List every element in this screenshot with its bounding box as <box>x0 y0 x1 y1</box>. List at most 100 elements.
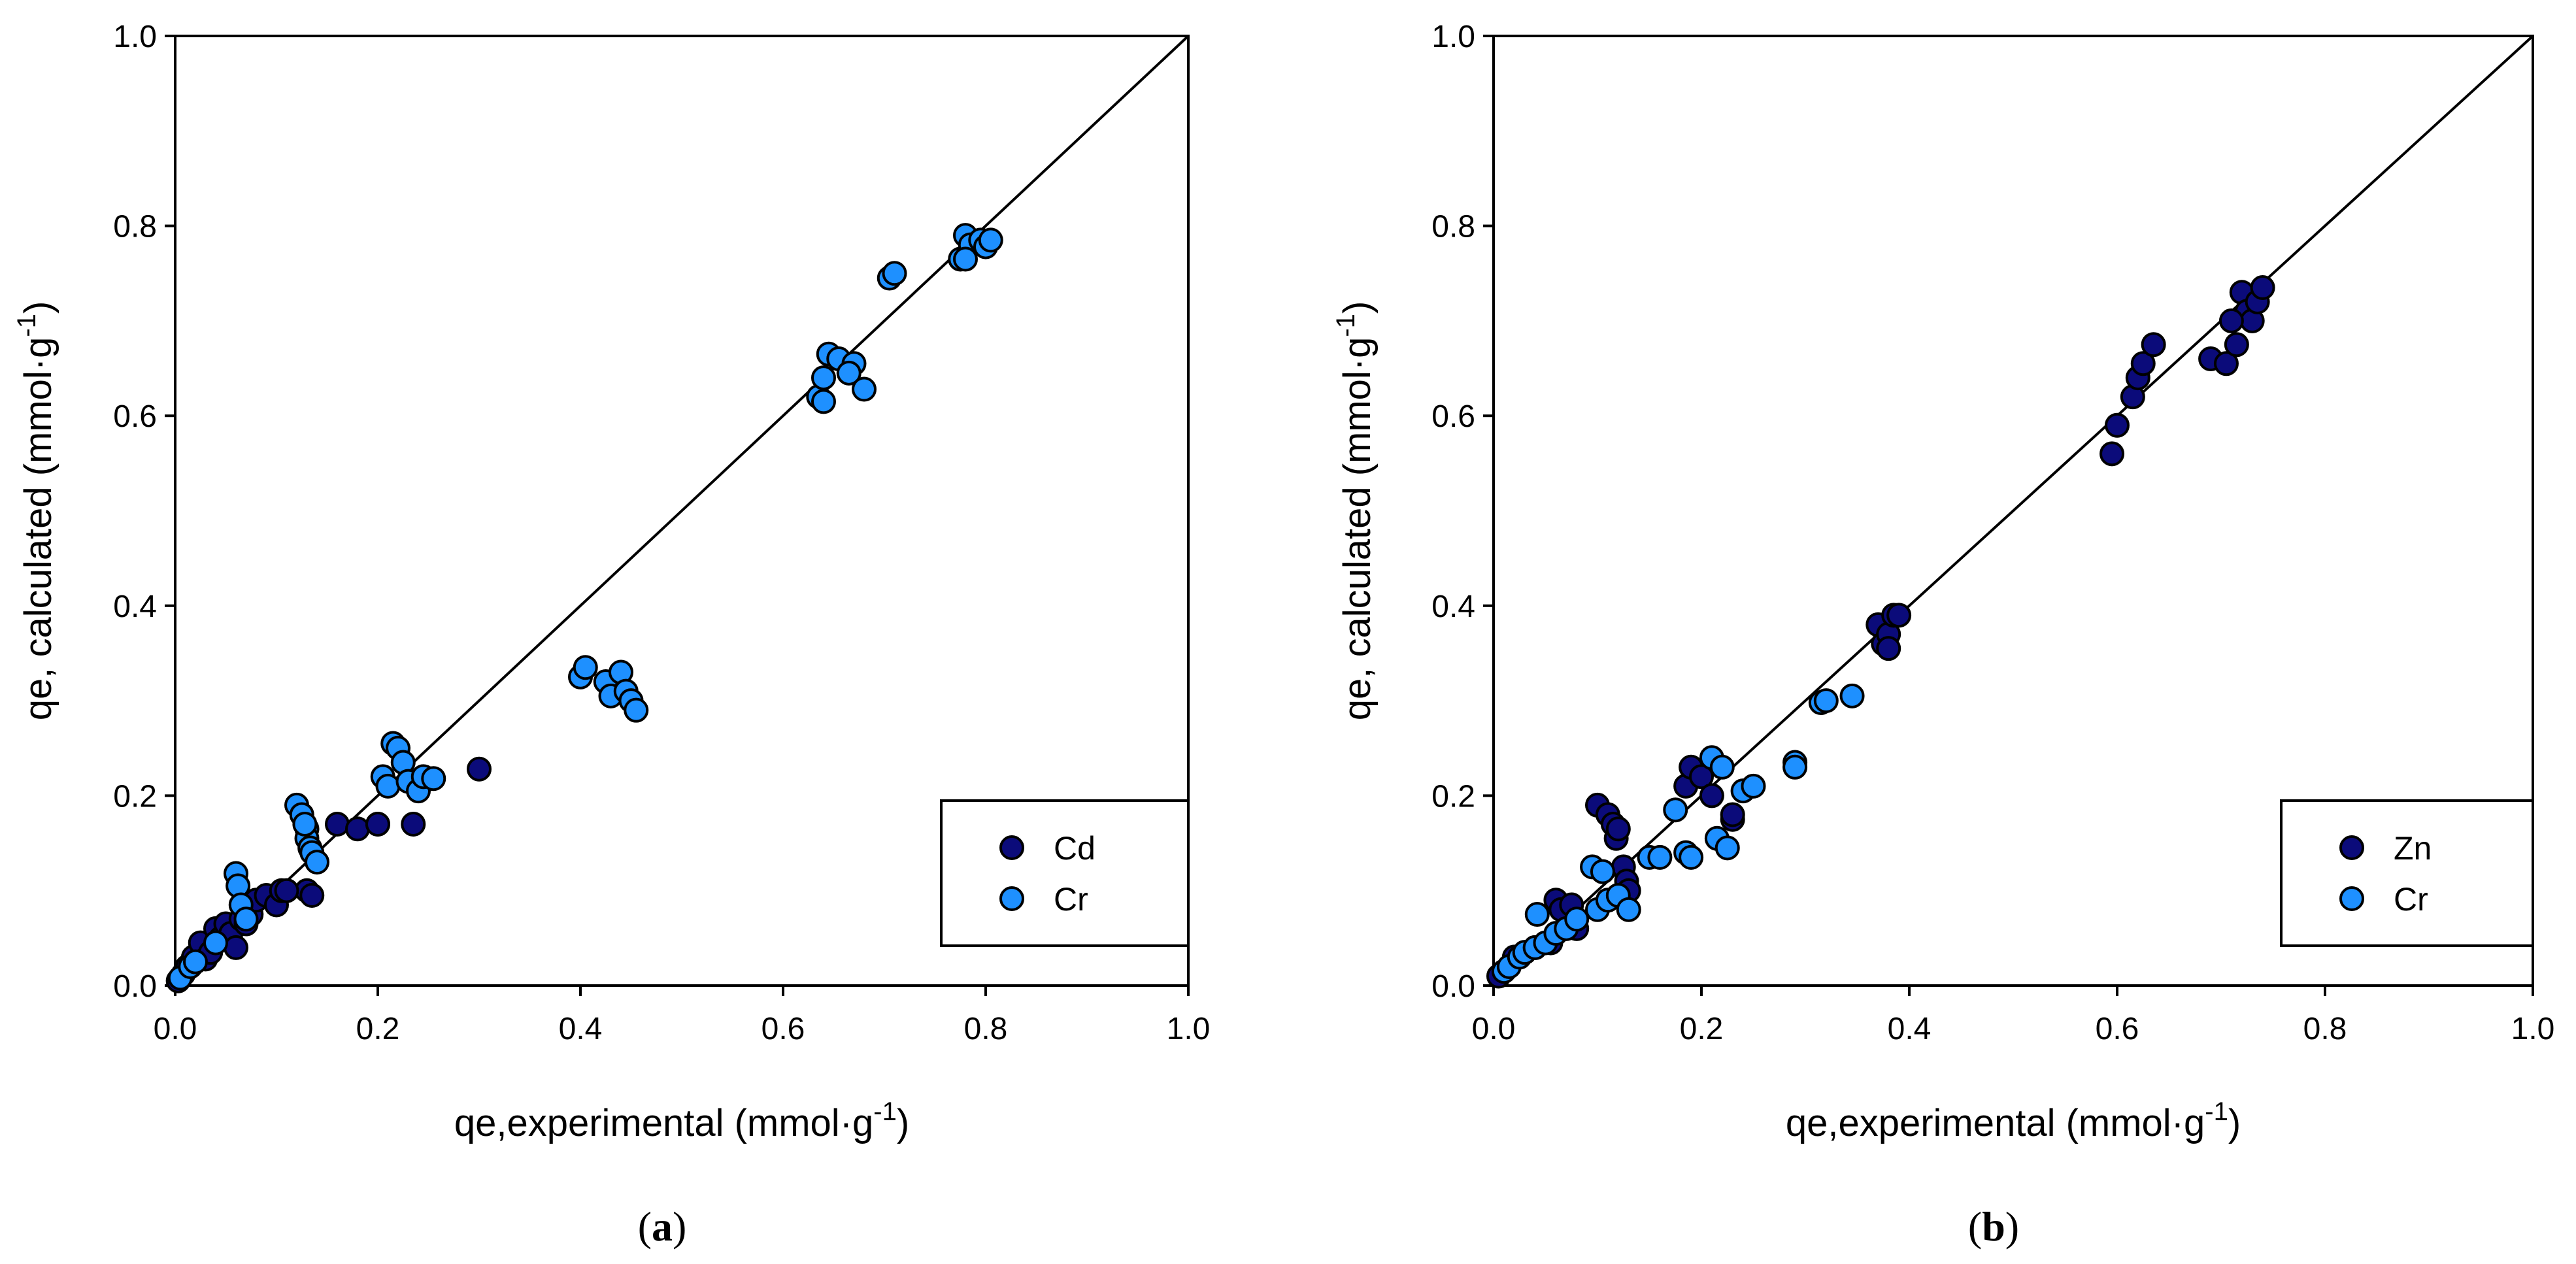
x-tick-label: 0.4 <box>1888 1012 1932 1046</box>
data-point-zn <box>2099 441 2125 467</box>
x-tick-label: 0.2 <box>356 1012 400 1046</box>
y-tick-label: 1.0 <box>113 20 157 54</box>
panel-a-chart: 0.0 0.2 0.4 0.6 0.8 1.00.00.20.40.60.81.0 CdC… <box>12 20 1210 1250</box>
data-point-cd <box>467 756 492 782</box>
data-point-zn <box>2250 275 2275 301</box>
y-tick-label: 0.8 <box>113 210 157 244</box>
legend-label-zn: Zn <box>2394 830 2432 867</box>
data-point-cr <box>1715 835 1740 861</box>
data-point-cd <box>345 816 370 842</box>
y-tick-label: 0.0 <box>113 969 157 1004</box>
data-point-cr <box>1839 683 1865 708</box>
x-tick-label: 0.4 <box>559 1012 603 1046</box>
x-tick-label: 0.2 <box>1680 1012 1724 1046</box>
data-point-cd <box>274 878 299 903</box>
data-point-cd <box>401 811 426 837</box>
data-point-zn <box>1699 783 1724 808</box>
data-points <box>1486 275 2275 989</box>
y-tick-label: 0.6 <box>1431 399 1475 434</box>
data-point-cr <box>1616 897 1641 922</box>
data-point-cr <box>852 376 877 402</box>
data-point-cr <box>203 930 228 956</box>
data-point-cr <box>1524 902 1550 927</box>
x-tick-label: 0.8 <box>2303 1012 2347 1046</box>
x-tick-label: 1.0 <box>2511 1012 2555 1046</box>
legend-box <box>940 799 1190 947</box>
y-tick-label: 0.2 <box>113 779 157 814</box>
axis-ticks: 0.0 0.2 0.4 0.6 0.8 1.0 0.0 0.2 0.4 0.6 0.8 1.0 <box>113 20 1210 1046</box>
x-tick-label: 1.0 <box>1167 1012 1211 1046</box>
panel-caption: (a) <box>638 1203 687 1250</box>
y-tick-label: 0.6 <box>113 399 157 434</box>
panel-b-chart: 0.0 0.2 0.4 0.6 0.8 1.0 0.0 0.2 0.4 0.6 0.8 1.0 Zn C… <box>1331 20 2554 1250</box>
legend-label-cr: Cr <box>1054 881 1088 918</box>
data-point-cr <box>421 766 446 791</box>
legend-marker-cr <box>2339 886 2364 911</box>
y-axis-label: qe, calculated (mmol·g-1) <box>12 301 59 721</box>
legend-box <box>2280 799 2534 947</box>
series-cr <box>167 223 1003 991</box>
data-point-cd <box>299 882 325 908</box>
y-tick-label: 0.8 <box>1431 210 1475 244</box>
legend-marker-zn <box>2339 835 2364 860</box>
x-axis-label: qe,experimental (mmol·g-1) <box>454 1097 909 1144</box>
data-point-zn <box>2218 308 2244 333</box>
data-point-zn <box>2130 351 2156 376</box>
data-point-cr <box>1741 773 1766 799</box>
data-point-zn <box>2141 332 2166 358</box>
x-tick-label: 0.6 <box>761 1012 805 1046</box>
data-point-cr <box>305 850 329 875</box>
data-point-zn <box>1605 816 1631 842</box>
x-axis-label: qe,experimental (mmol·g-1) <box>1786 1097 2241 1144</box>
legend: Cd Cr <box>940 799 1190 947</box>
data-point-cr <box>573 655 598 680</box>
data-point-cr <box>1709 754 1735 780</box>
legend-marker-cr <box>999 886 1024 911</box>
data-point-cr <box>953 246 978 272</box>
panel-caption: (b) <box>1968 1203 2019 1250</box>
data-point-cr <box>811 389 836 414</box>
data-point-zn <box>1886 603 1912 628</box>
axis-ticks: 0.0 0.2 0.4 0.6 0.8 1.0 0.0 0.2 0.4 0.6 0.8 1.0 <box>1431 20 2554 1046</box>
reference-line-y-equals-x <box>1492 35 2534 987</box>
y-tick-label: 1.0 <box>1431 20 1475 54</box>
plot-frame <box>1492 35 2534 987</box>
data-point-zn <box>2224 332 2249 358</box>
data-point-cr <box>978 227 1003 253</box>
data-point-cr <box>1679 844 1704 870</box>
data-point-cr <box>624 697 649 723</box>
data-point-cr <box>1590 859 1615 884</box>
data-point-cd <box>224 935 248 960</box>
data-point-cr <box>836 360 861 386</box>
data-point-cr <box>1813 688 1839 714</box>
data-point-zn <box>1720 802 1745 827</box>
data-point-zn <box>1876 636 1901 661</box>
data-point-zn <box>1689 764 1714 790</box>
data-point-cr <box>1564 906 1590 932</box>
data-point-cr <box>1782 754 1808 780</box>
data-point-zn <box>2213 351 2239 376</box>
data-points <box>165 223 1003 993</box>
y-axis-label: qe, calculated (mmol·g-1) <box>1331 301 1379 721</box>
x-tick-label: 0.6 <box>2096 1012 2139 1046</box>
data-point-cd <box>325 811 350 837</box>
data-point-cr <box>882 261 907 286</box>
plot-frame <box>174 35 1190 987</box>
data-point-zn <box>2105 412 2130 438</box>
x-tick-label: 0.8 <box>964 1012 1008 1046</box>
data-point-cr <box>233 906 259 932</box>
data-point-cr <box>1663 797 1688 823</box>
data-point-cr <box>1647 844 1673 870</box>
data-point-cr <box>375 773 401 799</box>
data-point-cr <box>811 365 836 391</box>
x-tick-label: 0.0 <box>1472 1012 1516 1046</box>
data-point-cd <box>365 811 390 837</box>
y-tick-label: 0.4 <box>113 590 157 624</box>
y-tick-label: 0.4 <box>1431 590 1475 624</box>
legend: Zn Cr <box>2280 799 2534 947</box>
legend-label-cd: Cd <box>1054 830 1096 867</box>
legend-marker-cd <box>999 835 1024 860</box>
legend-label-cr: Cr <box>2394 881 2428 918</box>
